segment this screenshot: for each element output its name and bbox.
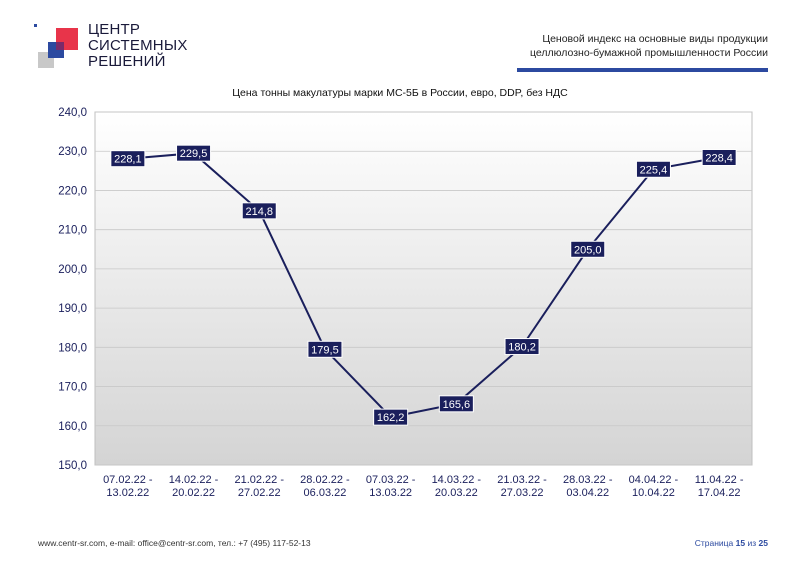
logo-line-2: СИСТЕМНЫХ bbox=[88, 37, 188, 54]
page-total: 25 bbox=[758, 538, 768, 548]
y-tick-label: 180,0 bbox=[58, 342, 87, 354]
page-prefix: Страница bbox=[694, 538, 734, 548]
y-tick-label: 190,0 bbox=[58, 303, 87, 315]
data-label-box bbox=[241, 202, 277, 220]
data-point: 228,4 bbox=[701, 148, 737, 166]
x-tick-label: 28.03.22 -03.04.22 bbox=[563, 474, 613, 499]
footer-contacts: www.centr-sr.com, e-mail: office@centr-s… bbox=[38, 538, 311, 548]
y-tick-label: 200,0 bbox=[58, 264, 87, 276]
data-point: 214,8 bbox=[241, 202, 277, 220]
logo-line-3: РЕШЕНИЙ bbox=[88, 53, 166, 70]
data-label: 229,5 bbox=[180, 148, 208, 160]
series-line bbox=[127, 152, 720, 419]
company-logo: ЦЕНТР СИСТЕМНЫХ РЕШЕНИЙ bbox=[34, 22, 194, 78]
y-tick-label: 160,0 bbox=[58, 421, 87, 433]
data-point: 162,2 bbox=[373, 408, 409, 426]
data-labels: 228,1 229,5 214,8 179,5 162,2 165,6 180,2 205,0… bbox=[110, 144, 737, 426]
y-tick-label: 220,0 bbox=[58, 185, 87, 197]
y-tick-label: 170,0 bbox=[58, 382, 87, 394]
x-tick-label: 21.03.22 -27.03.22 bbox=[497, 474, 547, 499]
y-tick-label: 210,0 bbox=[58, 225, 87, 237]
data-label-box bbox=[438, 395, 474, 413]
data-label: 165,6 bbox=[443, 399, 471, 411]
data-point: 180,2 bbox=[504, 338, 540, 356]
data-label: 228,1 bbox=[114, 154, 142, 166]
y-tick-label: 230,0 bbox=[58, 146, 87, 158]
data-label-box bbox=[701, 148, 737, 166]
data-label-box bbox=[570, 240, 606, 258]
grid-lines bbox=[95, 111, 752, 466]
data-label: 162,2 bbox=[377, 412, 405, 424]
x-tick-label: 04.04.22 -10.04.22 bbox=[629, 474, 679, 499]
data-point: 229,5 bbox=[176, 144, 212, 162]
data-label: 214,8 bbox=[245, 206, 273, 218]
data-label-box bbox=[307, 340, 343, 358]
x-tick-label: 07.03.22 -13.03.22 bbox=[366, 474, 416, 499]
logo-line-1: ЦЕНТР bbox=[88, 21, 141, 38]
data-label: 228,4 bbox=[705, 152, 733, 164]
data-label-box bbox=[635, 160, 671, 178]
data-label: 205,0 bbox=[574, 244, 602, 256]
header-accent-bar bbox=[517, 68, 768, 72]
x-tick-label: 14.02.22 -20.02.22 bbox=[169, 474, 219, 499]
page-of: из bbox=[747, 538, 757, 548]
report-header-line-2: целлюлозно-бумажной промышленности Росси… bbox=[529, 47, 768, 59]
page-indicator: Страница 15 из 25 bbox=[695, 538, 768, 548]
report-header-line-1: Ценовой индекс на основные виды продукци… bbox=[542, 33, 768, 45]
x-tick-label: 07.02.22 -13.02.22 bbox=[103, 474, 153, 499]
x-tick-label: 28.02.22 -06.03.22 bbox=[300, 474, 350, 499]
data-label: 179,5 bbox=[311, 344, 339, 356]
page-current: 15 bbox=[735, 538, 746, 548]
y-tick-label: 240,0 bbox=[58, 107, 87, 119]
logo-mark-icon bbox=[34, 24, 78, 68]
y-tick-label: 150,0 bbox=[58, 460, 87, 472]
x-axis: 07.02.22 -13.02.22 14.02.22 -20.02.22 21.0… bbox=[103, 474, 744, 499]
logo-text: ЦЕНТР СИСТЕМНЫХ РЕШЕНИЙ bbox=[88, 22, 188, 70]
data-point: 179,5 bbox=[307, 340, 343, 358]
data-label-box bbox=[373, 408, 409, 426]
data-point: 165,6 bbox=[438, 395, 474, 413]
data-point: 228,1 bbox=[110, 150, 146, 168]
data-point: 205,0 bbox=[570, 240, 606, 258]
y-axis: 150,0 160,0 170,0 180,0 190,0 200,0 210,0 220,0… bbox=[58, 107, 87, 472]
x-tick-label: 21.02.22 -27.02.22 bbox=[234, 474, 284, 499]
report-header: Ценовой индекс на основные виды продукци… bbox=[530, 32, 768, 60]
chart-title: Цена тонны макулатуры марки МС-5Б в Росс… bbox=[232, 87, 568, 99]
x-tick-label: 11.04.22 -17.04.22 bbox=[695, 474, 744, 499]
data-label-box bbox=[504, 338, 540, 356]
data-point: 225,4 bbox=[635, 160, 671, 178]
data-label: 180,2 bbox=[508, 342, 536, 354]
x-tick-label: 14.03.22 -20.03.22 bbox=[432, 474, 482, 499]
data-label: 225,4 bbox=[640, 164, 668, 176]
data-label-box bbox=[110, 150, 146, 168]
data-label-box bbox=[176, 144, 212, 162]
